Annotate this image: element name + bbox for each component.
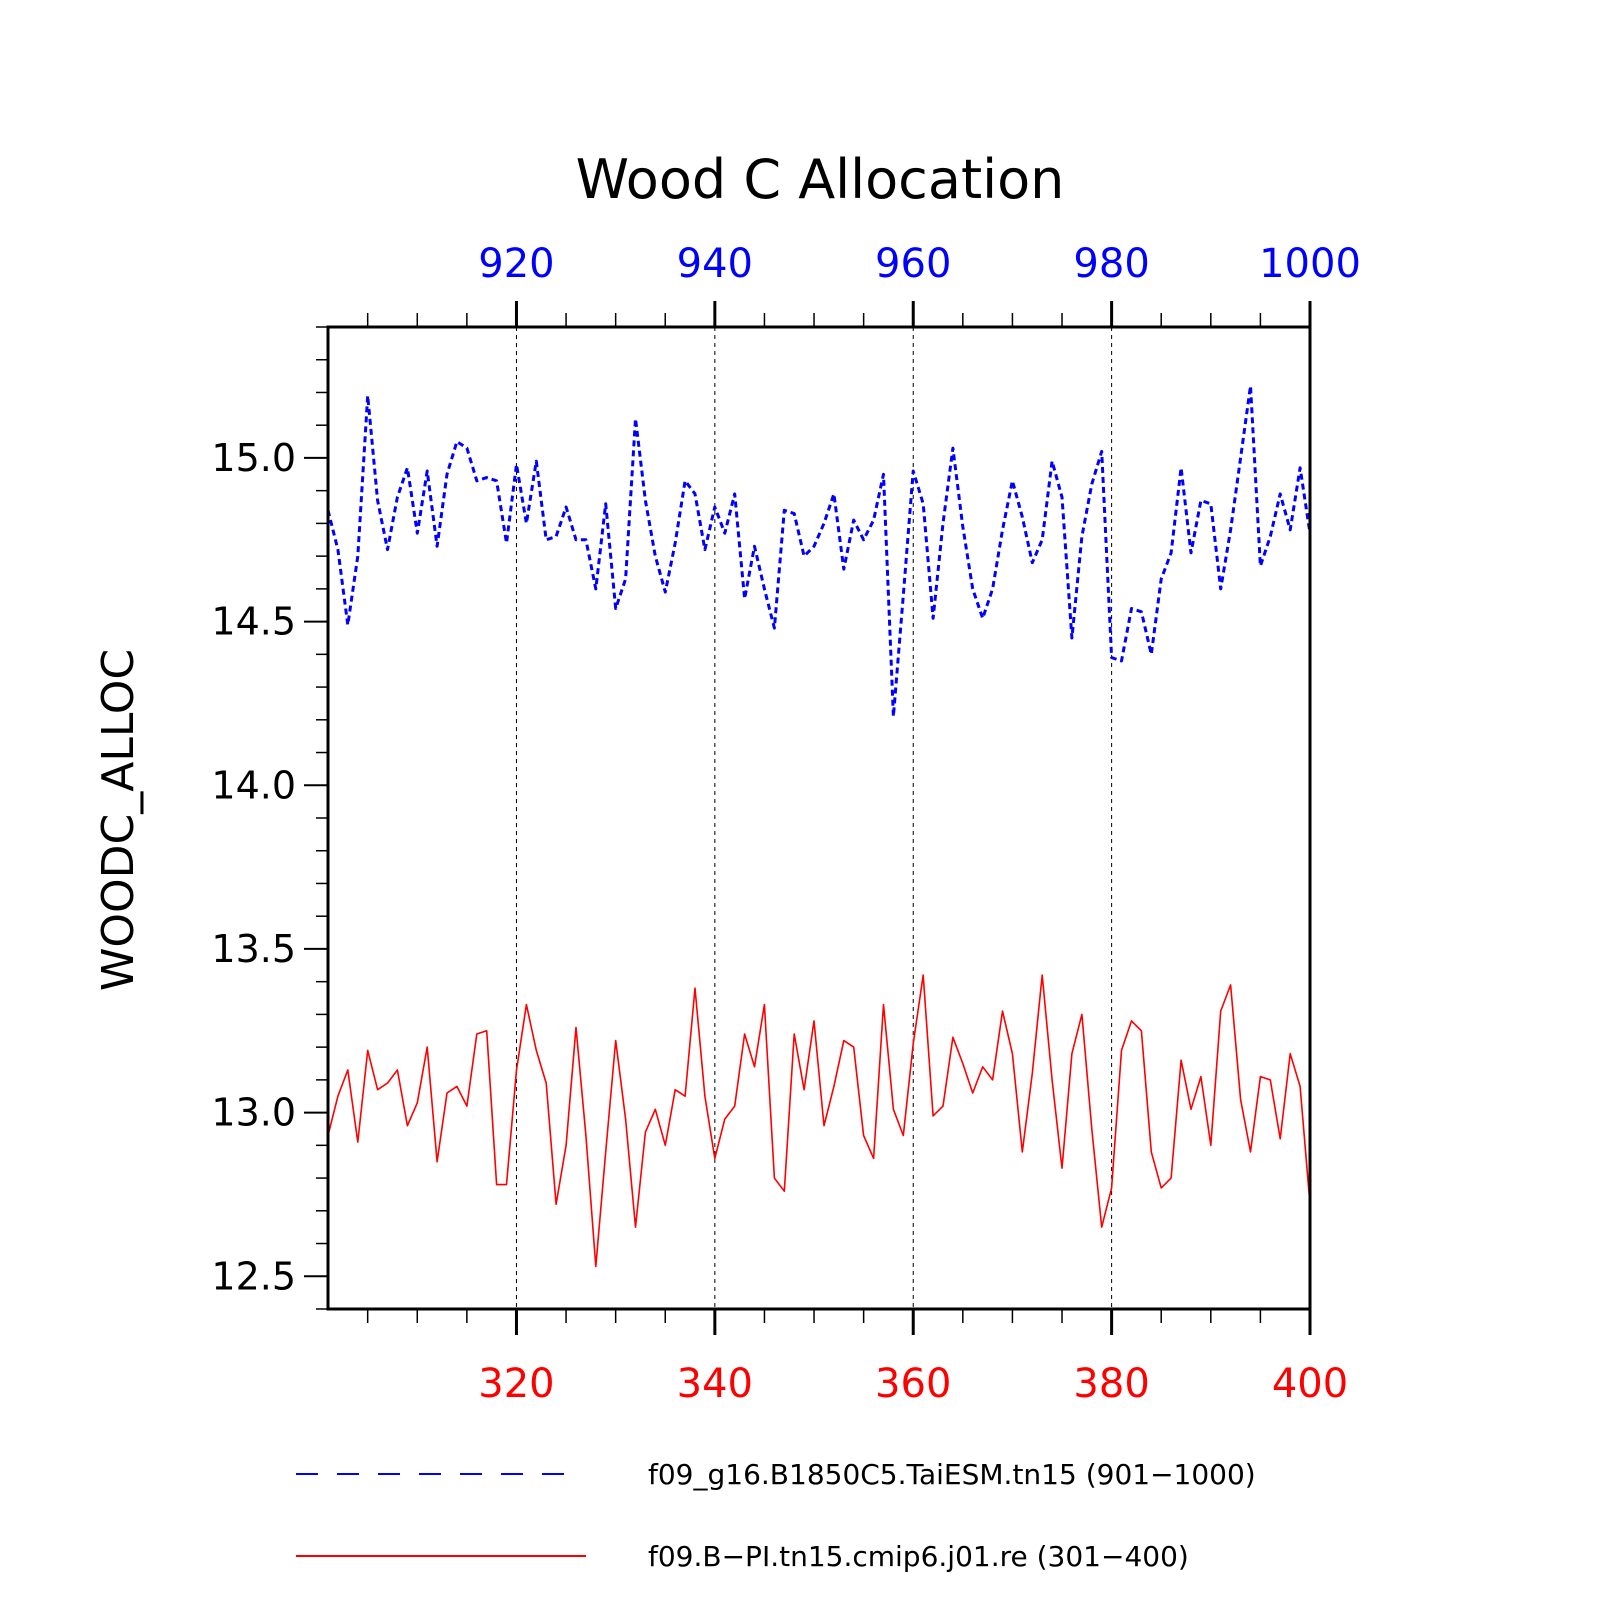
- y-tick-label-2: 13.5: [211, 927, 296, 971]
- x-top-tick-label-3: 980: [1073, 241, 1149, 287]
- x-top-tick-label-0: 920: [478, 241, 554, 287]
- x-top-tick-label-4: 1000: [1259, 241, 1361, 287]
- plot-frame: [326, 325, 1312, 1311]
- y-tick-label-0: 12.5: [211, 1254, 296, 1298]
- series-line-blue-dashed: [326, 384, 1312, 718]
- y-tick-label-1: 13.0: [211, 1091, 296, 1135]
- x-top-tick-label-1: 940: [677, 241, 753, 287]
- x-bottom-tick-label-3: 380: [1073, 1361, 1149, 1407]
- x-bottom-tick-label-4: 400: [1272, 1361, 1348, 1407]
- chart-title: Wood C Allocation: [576, 148, 1065, 211]
- legend-label-red: f09.B−PI.tn15.cmip6.j01.re (301−400): [648, 1540, 1189, 1573]
- grid: [515, 327, 1113, 1309]
- x-bottom-tick-label-2: 360: [875, 1361, 951, 1407]
- x-bottom-tick-label-1: 340: [677, 1361, 753, 1407]
- series-line-red-solid: [327, 974, 1311, 1268]
- axes: 12.5 13.0 13.5 14.0 14.5 15.0 320 340 360 380 400 9…: [211, 241, 1361, 1407]
- y-tick-label-4: 14.5: [211, 600, 296, 644]
- series-layer: [326, 384, 1312, 1268]
- y-axis-label: WOODC_ALLOC: [93, 649, 144, 991]
- x-top-tick-label-2: 960: [875, 241, 951, 287]
- y-tick-label-3: 14.0: [211, 763, 296, 807]
- y-tick-label-5: 15.0: [211, 436, 296, 480]
- legend-label-blue: f09_g16.B1850C5.TaiESM.tn15 (901−1000): [648, 1458, 1256, 1491]
- x-bottom-tick-label-0: 320: [478, 1361, 554, 1407]
- legend: f09_g16.B1850C5.TaiESM.tn15 (901−1000) f…: [296, 1458, 1256, 1573]
